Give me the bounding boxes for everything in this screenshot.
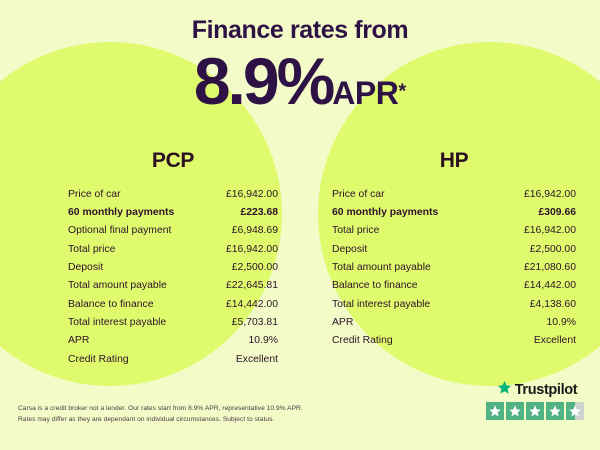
- trustpilot-star-icon: [497, 380, 512, 400]
- row-value: £14,442.00: [523, 280, 576, 292]
- table-row: Optional final payment £6,948.69: [68, 222, 278, 240]
- trustpilot-star-5: [566, 402, 584, 420]
- row-label: Total interest payable: [332, 298, 431, 310]
- trustpilot-label: Trustpilot: [514, 381, 578, 398]
- row-value: Excellent: [533, 335, 576, 347]
- table-row: Deposit £2,500.00: [332, 240, 576, 258]
- pcp-table-body: Price of car £16,942.00 60 monthly payment…: [68, 185, 278, 368]
- disclaimer-line-2: Rates may differ as they are dependant o…: [18, 416, 275, 424]
- trustpilot-rating[interactable]: Trustpilot: [486, 381, 588, 420]
- row-value: £22,645.81: [225, 280, 278, 292]
- row-label: APR: [332, 316, 354, 328]
- table-row: Deposit £2,500.00: [68, 258, 278, 276]
- rate-display: 8.9%APR*: [0, 48, 600, 114]
- rate-asterisk: *: [398, 80, 407, 103]
- trustpilot-star-4: [546, 402, 564, 420]
- finance-tables: PCP Price of car £16,942.00 60 monthly pay…: [0, 150, 600, 368]
- row-value: £21,080.60: [523, 261, 576, 273]
- disclaimer: Carsa is a credit broker not a lender. O…: [18, 403, 358, 426]
- row-value: £6,948.69: [231, 225, 278, 237]
- table-row: 60 monthly payments £223.68: [68, 203, 278, 221]
- background-circle-left: [0, 42, 282, 386]
- row-value: £2,500.00: [529, 243, 576, 255]
- row-label: Total price: [332, 225, 380, 237]
- table-row: Total interest payable £4,138.60: [332, 295, 576, 313]
- row-label: Optional final payment: [68, 225, 172, 237]
- row-label: Balance to finance: [332, 280, 418, 292]
- table-row: Price of car £16,942.00: [68, 185, 278, 203]
- row-label: Credit Rating: [332, 335, 393, 347]
- table-row: Total price £16,942.00: [332, 222, 576, 240]
- row-value: Excellent: [235, 353, 278, 365]
- row-label: 60 monthly payments: [68, 206, 175, 218]
- table-row: APR 10.9%: [68, 332, 278, 350]
- table-row: Credit Rating Excellent: [68, 350, 278, 368]
- trustpilot-star-2: [506, 402, 524, 420]
- row-value: 10.9%: [248, 335, 278, 347]
- hp-table-body: Price of car £16,942.00 60 monthly payment…: [332, 185, 576, 350]
- table-row: Total amount payable £21,080.60: [332, 258, 576, 276]
- table-row: Credit Rating Excellent: [332, 332, 576, 350]
- row-label: Price of car: [68, 188, 121, 200]
- row-label: Balance to finance: [68, 298, 154, 310]
- table-row: APR 10.9%: [332, 313, 576, 331]
- rate-unit: APR: [332, 75, 399, 111]
- row-label: 60 monthly payments: [332, 206, 439, 218]
- row-value: £16,942.00: [523, 188, 576, 200]
- row-label: Total interest payable: [68, 316, 167, 328]
- row-label: Total amount payable: [68, 280, 167, 292]
- row-value: £14,442.00: [225, 298, 278, 310]
- trustpilot-stars: [486, 402, 588, 420]
- table-title-pcp: PCP: [151, 149, 195, 172]
- rate-value: 8.9%: [193, 44, 335, 118]
- table-row: Price of car £16,942.00: [332, 185, 576, 203]
- trustpilot-wordmark: Trustpilot: [486, 381, 588, 399]
- row-value: £223.68: [240, 206, 278, 218]
- row-label: Credit Rating: [68, 353, 129, 365]
- hp-rows-table: Price of car £16,942.00 60 monthly payment…: [332, 185, 576, 350]
- row-label: Total price: [68, 243, 116, 255]
- table-title-hp: HP: [439, 149, 469, 172]
- background-circle-right: [318, 42, 600, 386]
- trustpilot-star-1: [486, 402, 504, 420]
- table-row: Total amount payable £22,645.81: [68, 277, 278, 295]
- trustpilot-star-3: [526, 402, 544, 420]
- row-value: £4,138.60: [529, 298, 576, 310]
- page-title: Finance rates from: [191, 16, 409, 44]
- row-value: £16,942.00: [523, 225, 576, 237]
- table-row: Balance to finance £14,442.00: [68, 295, 278, 313]
- finance-table-pcp: PCP Price of car £16,942.00 60 monthly pay…: [0, 150, 300, 368]
- table-row: Balance to finance £14,442.00: [332, 277, 576, 295]
- row-label: Total amount payable: [332, 261, 431, 273]
- table-row: Total interest payable £5,703.81: [68, 313, 278, 331]
- row-value: £5,703.81: [231, 316, 278, 328]
- row-value: £16,942.00: [225, 243, 278, 255]
- finance-table-hp: HP Price of car £16,942.00 60 monthly paym…: [300, 150, 600, 368]
- pcp-rows-table: Price of car £16,942.00 60 monthly payment…: [68, 185, 278, 368]
- row-value: 10.9%: [546, 316, 576, 328]
- row-label: Deposit: [68, 261, 104, 273]
- row-label: Price of car: [332, 188, 385, 200]
- table-row: Total price £16,942.00: [68, 240, 278, 258]
- row-label: APR: [68, 335, 90, 347]
- row-label: Deposit: [332, 243, 368, 255]
- row-value: £2,500.00: [231, 261, 278, 273]
- disclaimer-line-1: Carsa is a credit broker not a lender. O…: [18, 405, 303, 412]
- row-value: £309.66: [538, 206, 576, 218]
- table-row: 60 monthly payments £309.66: [332, 203, 576, 221]
- row-value: £16,942.00: [225, 188, 278, 200]
